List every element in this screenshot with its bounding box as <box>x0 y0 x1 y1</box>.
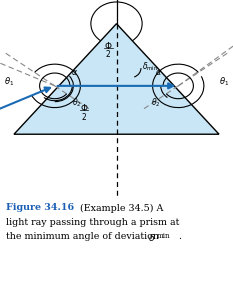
Text: $\theta_1$: $\theta_1$ <box>219 76 229 88</box>
Text: (Example 34.5) A: (Example 34.5) A <box>77 203 163 213</box>
Text: light ray passing through a prism at: light ray passing through a prism at <box>6 217 179 226</box>
Text: $\theta_1$: $\theta_1$ <box>4 76 14 88</box>
Text: $\delta$: $\delta$ <box>148 232 155 243</box>
Text: $\alpha$: $\alpha$ <box>71 68 78 77</box>
Text: $\alpha$: $\alpha$ <box>155 68 162 77</box>
Text: $\Phi$: $\Phi$ <box>104 40 113 51</box>
Text: $\Phi$: $\Phi$ <box>80 102 88 113</box>
Text: min: min <box>157 232 171 240</box>
Text: 2: 2 <box>106 50 111 59</box>
Text: .: . <box>178 232 181 241</box>
Text: 2: 2 <box>82 113 86 122</box>
Text: Figure 34.16: Figure 34.16 <box>6 203 74 212</box>
Text: $\delta_{\rm min}$: $\delta_{\rm min}$ <box>142 61 158 73</box>
Text: $\theta_2$: $\theta_2$ <box>72 97 82 109</box>
Text: $\theta_2$: $\theta_2$ <box>151 97 161 109</box>
Polygon shape <box>14 24 219 134</box>
Text: the minimum angle of deviation: the minimum angle of deviation <box>6 232 162 241</box>
